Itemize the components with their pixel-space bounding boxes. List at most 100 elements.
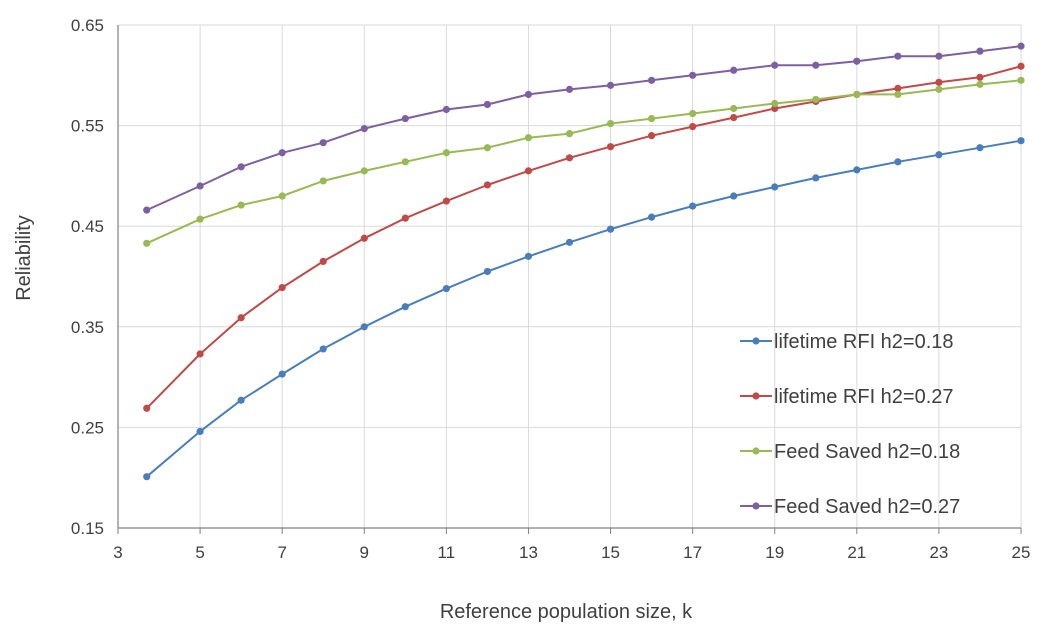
y-tick-label: 0.35 — [71, 318, 104, 337]
data-point — [565, 130, 574, 138]
data-point — [730, 66, 738, 74]
data-point — [730, 104, 738, 113]
data-point — [319, 257, 327, 266]
data-point — [360, 125, 368, 133]
data-point — [237, 314, 245, 322]
data-point — [319, 345, 327, 353]
data-point — [524, 90, 533, 99]
data-point — [647, 76, 656, 84]
data-point — [237, 163, 245, 171]
legend-swatch-marker — [752, 337, 760, 345]
data-point — [647, 132, 656, 140]
data-point — [853, 90, 861, 99]
data-point — [730, 113, 738, 122]
data-point — [812, 61, 820, 69]
series-line — [146, 79, 1022, 245]
data-point — [278, 192, 286, 200]
data-point — [319, 177, 327, 185]
legend-label: lifetime RFI h2=0.18 — [774, 331, 954, 353]
data-point — [237, 396, 245, 404]
data-point — [401, 303, 409, 311]
legend: lifetime RFI h2=0.18 lifetime RFI h2=0.27… — [740, 331, 960, 518]
data-point — [894, 84, 902, 92]
data-point — [606, 225, 615, 233]
legend-label: lifetime RFI h2=0.27 — [774, 386, 954, 408]
data-point — [278, 149, 286, 157]
data-point — [196, 427, 204, 436]
x-axis-title: Reference population size, k — [440, 601, 693, 623]
series-4 — [143, 42, 1025, 214]
data-point — [1017, 76, 1025, 84]
data-point — [442, 105, 450, 114]
data-point — [976, 47, 984, 55]
data-point — [143, 473, 151, 481]
series-1 — [143, 137, 1025, 481]
y-tick-label: 0.45 — [71, 217, 104, 236]
x-tick-label: 25 — [1012, 543, 1031, 562]
x-tick-label: 13 — [519, 543, 538, 562]
legend-swatch-marker — [752, 502, 760, 510]
data-point — [442, 149, 450, 157]
data-point — [771, 99, 779, 108]
legend-label: Feed Saved h2=0.27 — [774, 496, 960, 518]
y-tick-label: 0.25 — [71, 418, 104, 437]
data-point — [689, 109, 697, 118]
data-point — [647, 213, 656, 221]
data-point — [442, 197, 450, 205]
data-point — [401, 214, 409, 222]
data-point — [524, 252, 533, 260]
data-point — [196, 215, 204, 223]
data-point — [360, 167, 368, 175]
y-axis-title: Reliability — [13, 215, 35, 301]
data-point — [565, 85, 574, 93]
x-tick-label: 5 — [195, 543, 204, 562]
data-point — [143, 239, 151, 247]
data-point — [935, 52, 943, 60]
data-point — [689, 71, 697, 79]
legend-swatch-marker — [752, 392, 760, 400]
data-point — [976, 144, 984, 152]
series-line — [145, 65, 1022, 410]
data-point — [1017, 42, 1025, 50]
series-line — [146, 139, 1022, 478]
data-point — [278, 283, 286, 292]
data-point — [606, 119, 615, 128]
data-point — [143, 206, 151, 214]
data-point — [524, 134, 533, 142]
data-point — [278, 370, 286, 378]
data-point — [237, 201, 245, 209]
data-point — [483, 267, 492, 276]
data-point — [812, 174, 820, 182]
data-point — [730, 192, 738, 200]
x-tick-label: 11 — [438, 543, 456, 562]
data-point — [894, 52, 902, 60]
grid-lines — [118, 24, 1022, 528]
y-tick-label: 0.55 — [71, 117, 104, 136]
legend-item: lifetime RFI h2=0.27 — [740, 386, 954, 408]
data-point — [360, 323, 368, 331]
data-point — [647, 114, 656, 123]
data-point — [894, 90, 902, 99]
data-point — [894, 158, 902, 166]
data-point — [360, 234, 368, 242]
x-tick-label: 15 — [601, 543, 620, 562]
x-tick-label: 3 — [113, 543, 122, 562]
series-line — [146, 45, 1022, 212]
data-point — [771, 104, 779, 113]
data-point — [853, 166, 861, 174]
data-point — [935, 85, 943, 93]
x-tick-label: 17 — [683, 543, 702, 562]
data-point — [319, 139, 327, 147]
data-point — [401, 158, 409, 166]
tick-labels: 0.15 0.25 0.35 0.45 0.55 0.65 3 5 7 9 11 13 15 17 19 21… — [71, 16, 1031, 562]
data-point — [524, 167, 533, 175]
x-tick-label: 23 — [929, 543, 948, 562]
data-point — [196, 182, 204, 190]
data-point — [483, 100, 492, 109]
data-point — [1017, 62, 1025, 70]
data-point — [812, 95, 820, 104]
legend-item: Feed Saved h2=0.18 — [740, 441, 960, 463]
data-point — [143, 404, 151, 412]
legend-label: Feed Saved h2=0.18 — [774, 441, 960, 463]
